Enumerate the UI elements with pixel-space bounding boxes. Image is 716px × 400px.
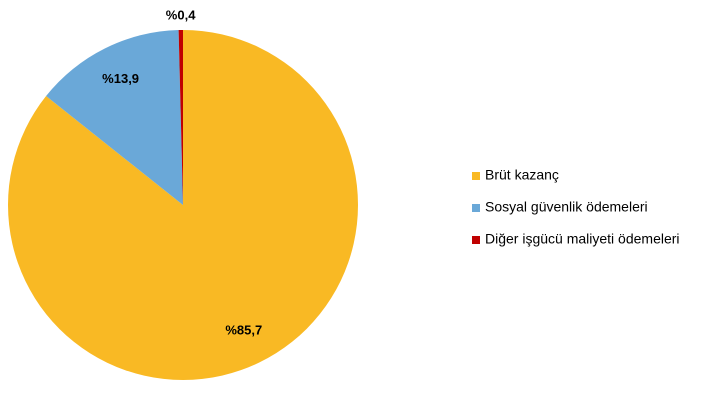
pie-slice: [8, 30, 359, 380]
legend-swatch: [472, 172, 480, 180]
value-label: %13,9: [102, 71, 139, 86]
pie-slice: [178, 30, 183, 205]
value-label: %0,4: [166, 7, 196, 22]
value-label: %85,7: [225, 323, 262, 338]
legend-label: Brüt kazanç: [485, 167, 559, 183]
legend-swatch: [472, 236, 480, 244]
pie-slice: [46, 30, 184, 205]
legend-swatch: [472, 204, 480, 212]
legend-label: Diğer işgücü maliyeti ödemeleri: [485, 231, 680, 247]
legend-label: Sosyal güvenlik ödemeleri: [485, 199, 648, 215]
